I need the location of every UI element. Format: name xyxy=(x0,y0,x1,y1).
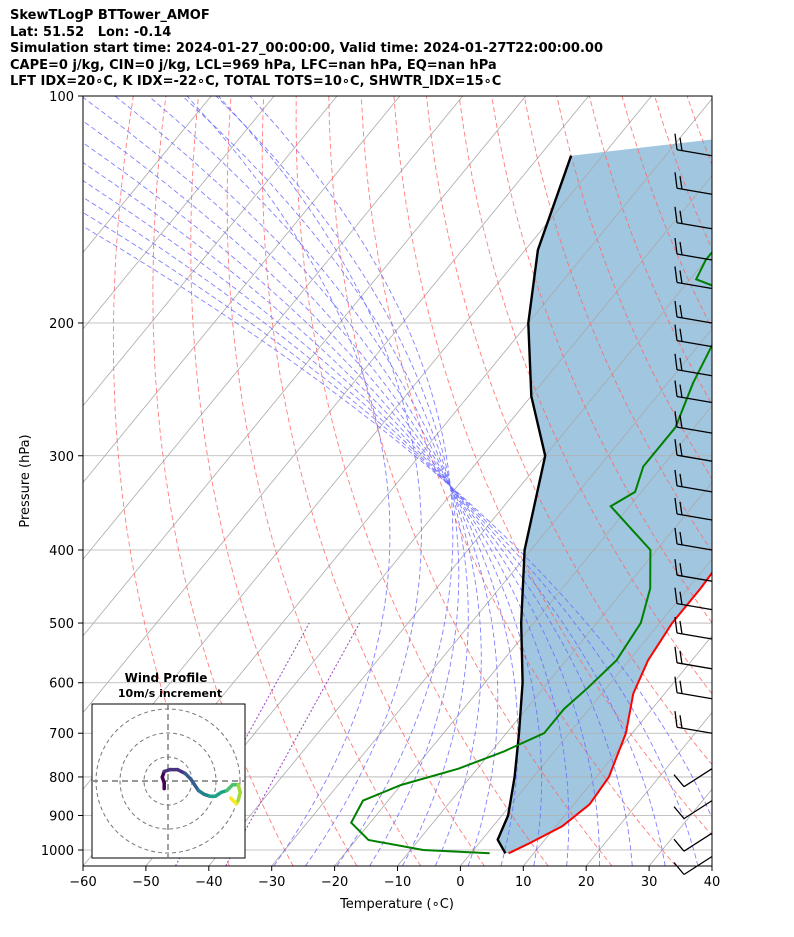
dry-adiabat xyxy=(190,96,358,866)
time-line: Simulation start time: 2024-01-27_00:00:… xyxy=(10,41,603,56)
y-tick-label: 600 xyxy=(49,677,74,692)
dry-adiabat xyxy=(328,96,613,866)
isotherm-line xyxy=(334,405,712,866)
wind-barb xyxy=(674,439,713,462)
isotherm-line xyxy=(397,481,712,866)
wind-barb xyxy=(674,559,713,582)
wind-barb xyxy=(673,800,713,820)
y-tick-label: 200 xyxy=(49,317,74,332)
isotherm-line xyxy=(460,558,712,866)
moist-adiabat xyxy=(83,196,666,866)
moist-adiabat xyxy=(83,142,570,866)
moist-adiabat xyxy=(249,96,454,866)
isotherm-line xyxy=(83,96,338,407)
moist-adiabat xyxy=(148,96,482,866)
x-tick-label: −30 xyxy=(258,875,285,890)
x-tick-label: 30 xyxy=(641,875,658,890)
y-axis-label: Pressure (hPa) xyxy=(18,434,33,527)
inset-subtitle: 10m/s increment xyxy=(118,687,222,700)
isotherm-line xyxy=(585,711,712,866)
isotherm-line xyxy=(145,175,712,866)
wind-barb xyxy=(674,237,713,261)
x-tick-label: −20 xyxy=(321,875,348,890)
isotherm-line xyxy=(83,96,275,330)
dry-adiabat xyxy=(426,96,712,766)
parcel-line xyxy=(496,155,573,854)
x-tick-label: −60 xyxy=(69,875,96,890)
wind-barb xyxy=(674,300,713,324)
wind-barb xyxy=(674,206,713,230)
indices-line: LFT IDX=20∘C, K IDX=-22∘C, TOTAL TOTS=10… xyxy=(10,74,502,89)
moist-adiabat xyxy=(182,96,469,866)
isotherm-line xyxy=(208,251,712,866)
x-tick-label: 0 xyxy=(456,875,464,890)
wind-barb xyxy=(674,172,713,195)
temperature-line xyxy=(508,571,712,855)
y-tick-label: 100 xyxy=(49,90,74,105)
wind-barb xyxy=(674,324,713,348)
y-tick-label: 900 xyxy=(49,810,74,825)
wind-barb xyxy=(674,380,713,404)
y-tick-label: 800 xyxy=(49,771,74,786)
stability-line: CAPE=0 j/kg, CIN=0 j/kg, LCL=969 hPa, LF… xyxy=(10,57,497,73)
moist-adiabat xyxy=(83,162,600,866)
mixing-ratio-line xyxy=(225,622,361,866)
isotherm-line xyxy=(83,96,589,714)
chart-title: SkewTLogP BTTower_AMOF xyxy=(10,8,210,23)
isotherm-line xyxy=(271,328,712,866)
wind-barb xyxy=(673,768,713,788)
wind-barb xyxy=(674,411,713,434)
moist-adiabat xyxy=(218,96,422,866)
isotherm-line xyxy=(83,96,401,484)
dry-adiabat xyxy=(752,96,794,866)
wind-barb xyxy=(674,646,713,670)
moist-adiabat xyxy=(186,96,391,866)
y-tick-label: 500 xyxy=(49,617,74,632)
x-tick-label: 20 xyxy=(578,875,595,890)
wind-barb xyxy=(674,497,713,521)
wind-barb xyxy=(674,469,713,493)
x-tick-label: −10 xyxy=(384,875,411,890)
wind-barb xyxy=(674,711,713,734)
dry-adiabat xyxy=(491,96,712,624)
y-tick-label: 1000 xyxy=(41,844,74,859)
dry-adiabat xyxy=(785,96,794,866)
wind-barb xyxy=(674,616,713,640)
isotherm-line xyxy=(83,96,464,560)
x-tick-label: 40 xyxy=(704,875,721,890)
moist-adiabat xyxy=(114,96,499,866)
x-tick-label: 10 xyxy=(515,875,532,890)
wind-barb xyxy=(673,832,713,852)
y-tick-label: 400 xyxy=(49,544,74,559)
location-line: Lat: 51.52 Lon: -0.14 xyxy=(10,24,172,40)
wind-barb xyxy=(674,353,713,377)
wind-barb xyxy=(674,587,713,611)
x-axis-label: Temperature (∘C) xyxy=(339,897,454,912)
moist-adiabat xyxy=(83,225,712,819)
dry-adiabat xyxy=(393,96,712,836)
chart-header: SkewTLogP BTTower_AMOF Lat: 51.52 Lon: -… xyxy=(10,8,603,91)
hodograph-segment xyxy=(228,796,235,802)
dewpoint-line xyxy=(349,250,712,855)
x-tick-label: −50 xyxy=(132,875,159,890)
wind-barb xyxy=(674,676,713,700)
moist-adiabat xyxy=(215,96,460,866)
wind-barb xyxy=(674,133,713,157)
isotherm-line xyxy=(83,96,212,253)
inset-title: Wind Profile xyxy=(125,671,208,685)
dry-adiabat xyxy=(152,96,294,866)
moist-adiabat xyxy=(83,180,633,866)
isotherm-line xyxy=(711,865,712,866)
wind-barb xyxy=(674,266,713,290)
dry-adiabat xyxy=(360,96,677,866)
isotherm-line xyxy=(522,635,712,866)
wind-barb xyxy=(674,527,713,551)
isotherm-line xyxy=(83,96,527,637)
y-tick-label: 300 xyxy=(49,450,74,465)
wind-profile-inset: Wind Profile 10m/s increment xyxy=(91,671,246,859)
y-tick-label: 700 xyxy=(49,727,74,742)
x-tick-label: −40 xyxy=(195,875,222,890)
dry-adiabat xyxy=(720,96,794,866)
